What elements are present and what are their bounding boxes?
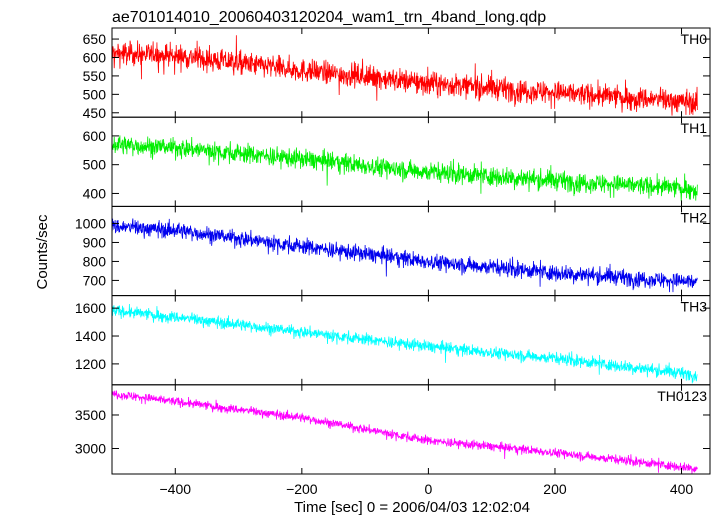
panel-frame [111,205,711,297]
y-tick-label: 500 [83,157,107,173]
chart-title: ae701014010_20060403120204_wam1_trn_4ban… [112,9,546,26]
x-tick-label: −400 [160,481,192,497]
y-tick-label: 650 [83,31,107,47]
y-tick-label: 550 [83,68,107,84]
y-tick-label: 1200 [75,356,106,372]
y-tick-label: 1000 [75,215,106,231]
panel-label-th3: TH3 [681,299,708,315]
series-line-th2 [112,218,698,293]
series-line-th0 [112,35,698,116]
panel-frame [111,295,711,386]
y-tick-label: 600 [83,49,107,65]
y-axis-label: Counts/sec [34,214,51,290]
y-tick-label: 800 [83,253,107,269]
panels-group: 450 500 550 600 650 TH0 400 500 600 TH1 700 800 900 1… [75,27,711,475]
series-line-th0123 [112,390,698,474]
x-tick-label: 200 [543,481,567,497]
panel-th0: 450 500 550 600 650 TH0 [83,27,711,121]
y-tick-label: 3000 [75,441,106,457]
y-tick-label: 3500 [75,407,106,423]
x-tick-label: −200 [286,481,318,497]
y-tick-label: 400 [83,185,107,201]
x-tick-label: 0 [425,481,433,497]
panel-th0123: 3000 3500 TH0123 [75,384,711,475]
panel-th2: 700 800 900 1000 TH2 [75,205,711,297]
y-tick-label: 500 [83,86,107,102]
y-tick-label: 700 [83,272,107,288]
y-tick-label: 1600 [75,300,106,316]
y-tick-label: 1400 [75,328,106,344]
series-line-th1 [112,135,698,202]
panel-label-th1: TH1 [681,120,708,136]
y-tick-label: 600 [83,128,107,144]
y-tick-label: 900 [83,234,107,250]
x-axis: −400 −200 0 200 400 [160,481,694,497]
y-tick-label: 450 [83,105,107,121]
panel-label-th2: TH2 [681,209,708,225]
x-tick-label: 400 [670,481,694,497]
panel-frame [111,384,711,475]
panel-th3: 1200 1400 1600 TH3 [75,295,711,386]
panel-label-th0123: TH0123 [657,388,707,404]
panel-th1: 400 500 600 TH1 [83,116,711,207]
panel-label-th0: TH0 [681,31,708,47]
x-axis-label: Time [sec] 0 = 2006/04/03 12:02:04 [294,499,530,516]
series-line-th3 [112,303,698,384]
